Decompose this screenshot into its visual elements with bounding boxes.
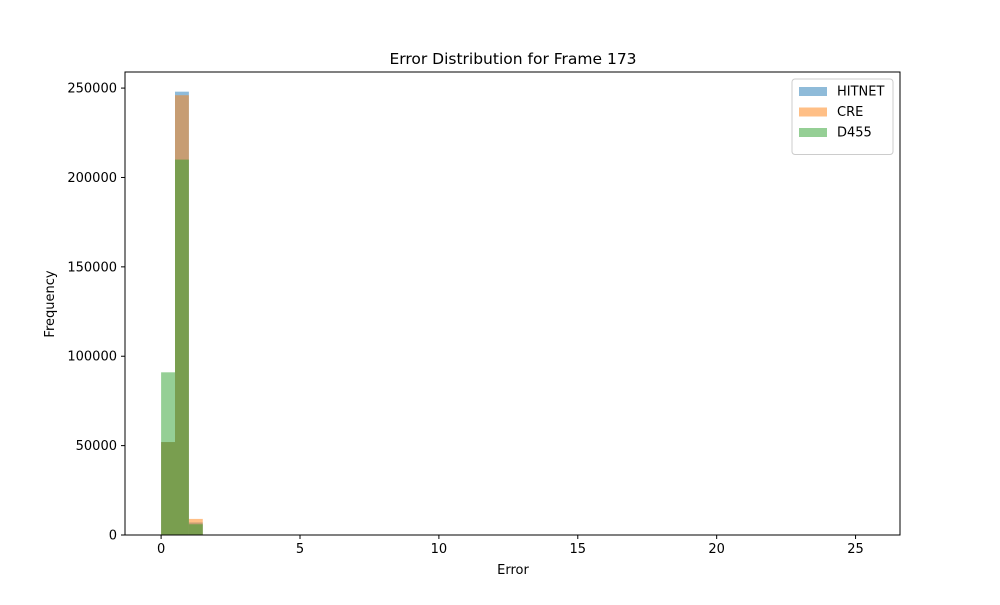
legend-swatch-cre bbox=[799, 107, 827, 117]
x-tick-label: 5 bbox=[296, 542, 304, 557]
y-tick-label: 0 bbox=[109, 529, 117, 544]
bar-d455-bin-1 bbox=[175, 159, 189, 535]
chart-title: Error Distribution for Frame 173 bbox=[389, 50, 636, 68]
legend-swatch-hitnet bbox=[799, 87, 827, 96]
bar-d455-bin-0 bbox=[161, 372, 175, 535]
x-tick-label: 25 bbox=[847, 542, 864, 557]
bars-layer bbox=[161, 91, 203, 536]
y-tick-label: 100000 bbox=[67, 350, 117, 365]
legend-swatch-d455 bbox=[799, 128, 827, 137]
y-tick-label: 250000 bbox=[67, 82, 117, 97]
x-tick-label: 10 bbox=[431, 542, 448, 557]
x-tick-label: 15 bbox=[570, 542, 587, 557]
legend-label-hitnet: HITNET bbox=[837, 85, 884, 100]
plot-area-frame bbox=[124, 71, 901, 536]
y-tick-label: 200000 bbox=[67, 171, 117, 186]
ticks-layer: 0 5 10 15 20 25 0 50000 100000 150000 200000 250000 bbox=[67, 82, 863, 557]
x-axis-label: Error bbox=[497, 563, 529, 578]
y-axis-label: Frequency bbox=[43, 270, 58, 337]
legend-label-d455: D455 bbox=[837, 126, 872, 141]
bar-d455-bin-2 bbox=[188, 524, 203, 535]
y-tick-label: 150000 bbox=[67, 260, 117, 275]
x-tick-label: 0 bbox=[157, 542, 165, 557]
y-tick-label: 50000 bbox=[76, 439, 117, 454]
x-tick-label: 20 bbox=[708, 542, 725, 557]
legend: HITNET CRE D455 bbox=[791, 78, 894, 155]
legend-label-cre: CRE bbox=[837, 105, 863, 120]
